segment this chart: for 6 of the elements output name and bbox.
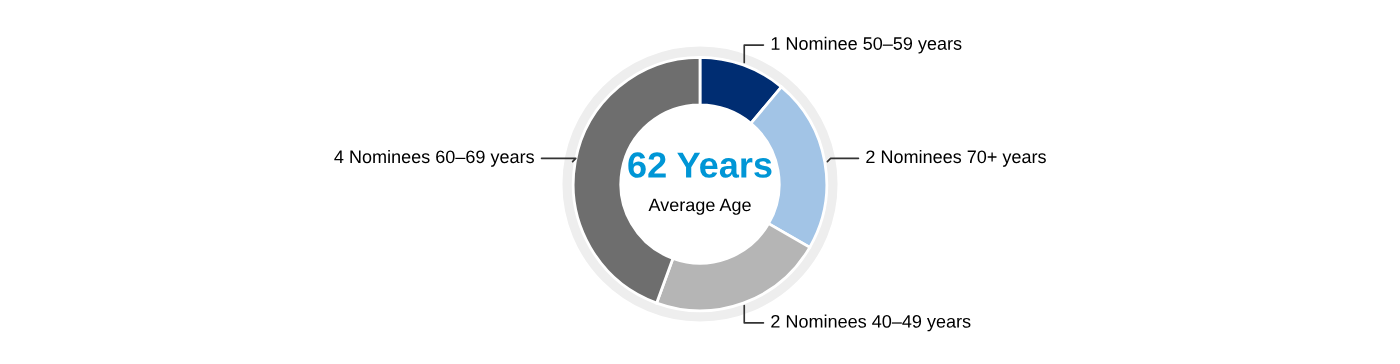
text: Average Age: [648, 198, 751, 215]
slice-label: 2 Nominees 70+ years: [866, 149, 1046, 167]
slice-label: 4 Nominees 60–69 years: [334, 149, 534, 167]
text: 62 Years: [628, 152, 772, 178]
slice-label: 1 Nominee 50–59 years: [771, 36, 962, 54]
slice-label: 2 Nominees 40–49 years: [771, 314, 971, 332]
